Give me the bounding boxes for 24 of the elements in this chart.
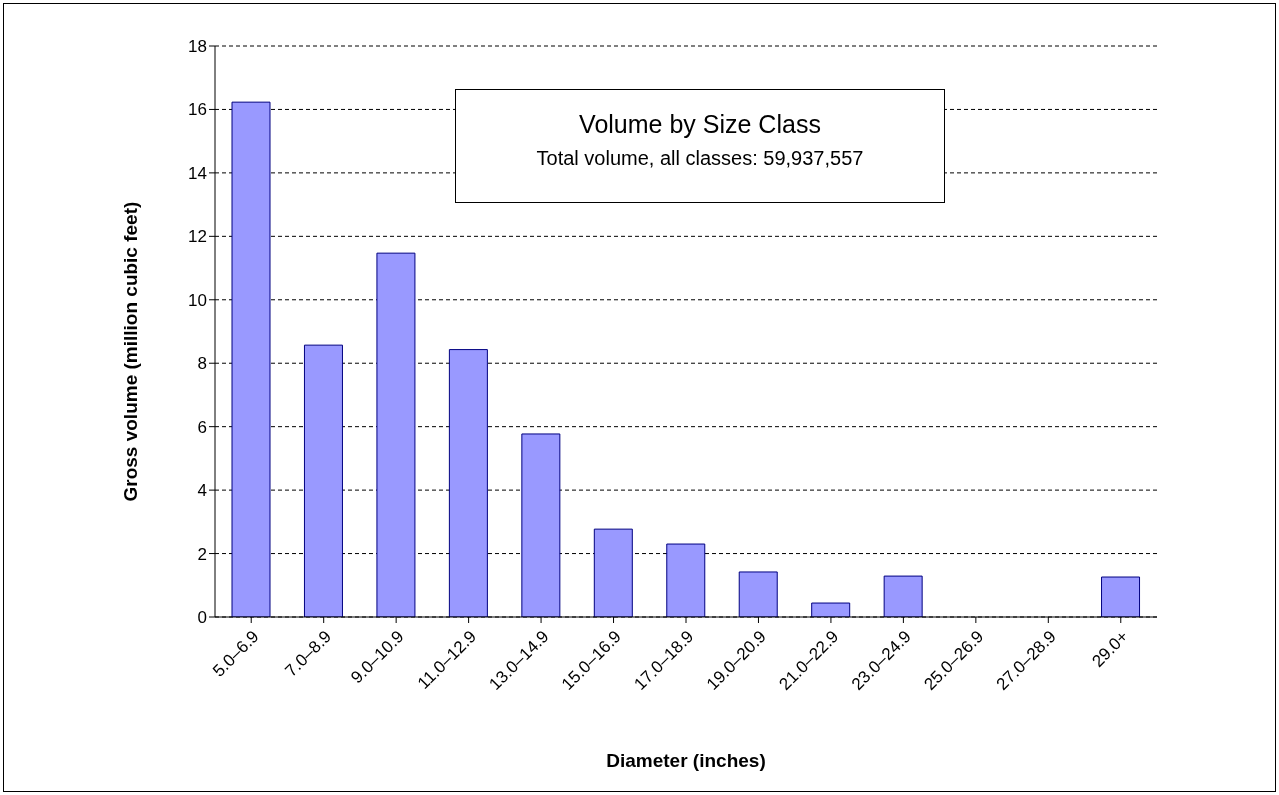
bar bbox=[811, 602, 851, 617]
bar bbox=[231, 101, 271, 617]
x-axis-title: Diameter (inches) bbox=[606, 750, 766, 771]
bar bbox=[303, 344, 343, 617]
y-tick-label: 8 bbox=[197, 354, 207, 374]
y-axis-title: Gross volume (million cubic feet) bbox=[119, 201, 141, 502]
bar bbox=[593, 528, 633, 617]
y-tick-label: 18 bbox=[188, 37, 207, 57]
y-tick-label: 14 bbox=[188, 163, 207, 183]
bar bbox=[376, 252, 416, 617]
bar bbox=[521, 433, 561, 617]
y-tick-label: 6 bbox=[197, 417, 207, 437]
bar bbox=[1101, 576, 1141, 617]
title-box: Volume by Size Class Total volume, all classes: 59,937,557 bbox=[455, 89, 945, 203]
y-tick-label: 0 bbox=[197, 608, 207, 628]
y-tick-label: 16 bbox=[188, 100, 207, 120]
bar bbox=[883, 575, 923, 617]
y-tick-label: 12 bbox=[188, 227, 207, 247]
bar bbox=[448, 349, 488, 617]
bar bbox=[666, 543, 706, 617]
y-tick-label: 4 bbox=[197, 481, 207, 501]
y-tick-label: 2 bbox=[197, 544, 207, 564]
y-tick-label: 10 bbox=[188, 290, 207, 310]
bar bbox=[738, 571, 778, 617]
